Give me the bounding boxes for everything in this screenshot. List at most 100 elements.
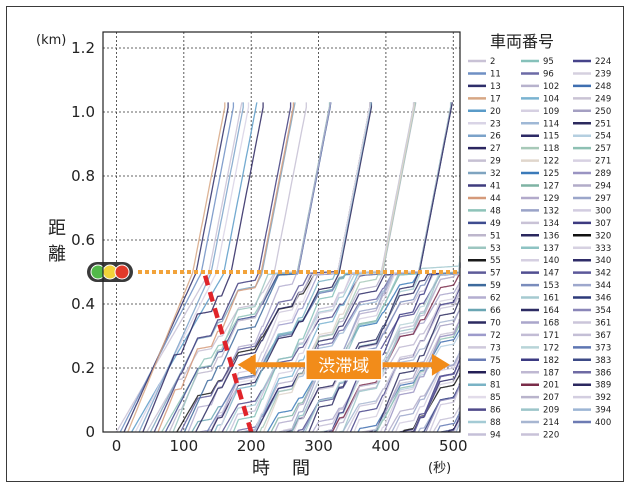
legend-label: 53 <box>490 244 501 254</box>
legend-label: 289 <box>595 169 611 179</box>
legend-label: 214 <box>543 418 559 428</box>
legend-label: 344 <box>595 281 611 291</box>
y-tick-label: 0.2 <box>71 359 95 377</box>
legend-label: 55 <box>490 256 501 266</box>
vehicle-trace <box>161 102 331 433</box>
vehicle-trace <box>262 102 415 433</box>
legend-label: 66 <box>490 306 501 316</box>
traffic-signal-icon <box>87 262 133 282</box>
legend-label: 373 <box>595 343 611 353</box>
legend-label: 297 <box>595 194 611 204</box>
legend-label: 125 <box>543 169 559 179</box>
legend-label: 115 <box>543 132 559 142</box>
legend-label: 27 <box>490 144 501 154</box>
legend-label: 127 <box>543 182 559 192</box>
vehicle-trace <box>187 102 332 433</box>
legend-label: 132 <box>543 206 559 216</box>
legend-label: 251 <box>595 119 611 129</box>
legend-label: 400 <box>595 418 611 428</box>
vehicle-trace <box>369 298 460 433</box>
vehicle-trace <box>134 102 250 433</box>
legend-label: 85 <box>490 393 501 403</box>
legend-label: 220 <box>543 431 559 441</box>
vehicle-trace <box>402 373 461 433</box>
legend-label: 201 <box>543 381 559 391</box>
legend-label: 147 <box>543 269 559 279</box>
legend-label: 51 <box>490 231 501 241</box>
legend-label: 41 <box>490 182 501 192</box>
legend-label: 294 <box>595 182 611 192</box>
y-axis-label: 離 <box>48 244 66 265</box>
vehicle-trace <box>432 405 461 433</box>
vehicle-trace <box>346 292 461 433</box>
vehicle-trace <box>210 102 373 433</box>
vehicle-trace <box>308 102 453 433</box>
legend-label: 342 <box>595 269 611 279</box>
legend-label: 70 <box>490 318 501 328</box>
congestion-label: 渋滞域 <box>318 356 369 376</box>
legend-label: 136 <box>543 231 559 241</box>
legend-label: 209 <box>543 406 559 416</box>
legend-label: 104 <box>543 94 559 104</box>
x-tick-label: 400 <box>372 437 401 455</box>
vehicle-trace <box>142 102 264 433</box>
vehicle-trace <box>153 102 292 433</box>
x-tick-label: 100 <box>170 437 199 455</box>
vehicle-trace <box>304 255 461 433</box>
vehicle-trace <box>342 309 461 433</box>
legend-label: 20 <box>490 107 501 117</box>
y-axis-label: 距 <box>48 218 66 239</box>
vehicle-trace <box>320 268 461 433</box>
legend-label: 168 <box>543 318 559 328</box>
vehicle-trace <box>425 384 460 433</box>
legend-label: 86 <box>490 406 501 416</box>
legend-label: 17 <box>490 94 501 104</box>
legend-label: 32 <box>490 169 501 179</box>
legend-label: 88 <box>490 418 501 428</box>
axes: 0 100 200 300 400 500 0 0.2 0.4 0.6 0.8 1.0 1.2 (km) (… <box>36 31 468 479</box>
x-tick-label: 0 <box>112 437 122 455</box>
legend-label: 254 <box>595 132 611 142</box>
vehicle-trace <box>127 102 226 433</box>
x-tick-label: 500 <box>439 437 468 455</box>
legend-label: 367 <box>595 331 611 341</box>
legend-label: 389 <box>595 381 611 391</box>
vehicle-trace <box>119 102 235 433</box>
y-tick-label: 0.6 <box>71 231 95 249</box>
legend-label: 187 <box>543 368 559 378</box>
legend-label: 140 <box>543 256 559 266</box>
legend-label: 164 <box>543 306 559 316</box>
legend-label: 172 <box>543 343 559 353</box>
legend-label: 134 <box>543 219 559 229</box>
vehicle-trace <box>421 383 461 433</box>
legend-label: 361 <box>595 318 611 328</box>
legend-label: 94 <box>490 431 501 441</box>
legend-label: 59 <box>490 281 501 291</box>
legend-label: 333 <box>595 244 611 254</box>
legend-label: 129 <box>543 194 559 204</box>
vehicle-trace <box>395 354 460 433</box>
vehicle-trace <box>387 353 461 433</box>
y-tick-label: 0 <box>85 423 95 441</box>
legend-label: 340 <box>595 256 611 266</box>
legend-label: 73 <box>490 343 501 353</box>
vehicle-trace <box>383 319 460 433</box>
legend-label: 57 <box>490 269 501 279</box>
legend-label: 250 <box>595 107 611 117</box>
congestion-label-box <box>305 349 383 381</box>
vehicle-trace <box>436 411 460 433</box>
legend-label: 75 <box>490 356 501 366</box>
vehicle-trace <box>357 327 461 433</box>
legend-label: 354 <box>595 306 611 316</box>
legend-label: 383 <box>595 356 611 366</box>
vehicle-trace <box>413 356 461 433</box>
plot-border <box>102 31 461 433</box>
legend-label: 44 <box>490 194 501 204</box>
vehicle-trace <box>138 102 244 433</box>
legend-label: 224 <box>595 57 611 67</box>
legend-label: 96 <box>543 69 554 79</box>
vehicle-trace <box>334 269 461 433</box>
legend-label: 29 <box>490 157 501 167</box>
legend-label: 48 <box>490 206 501 216</box>
